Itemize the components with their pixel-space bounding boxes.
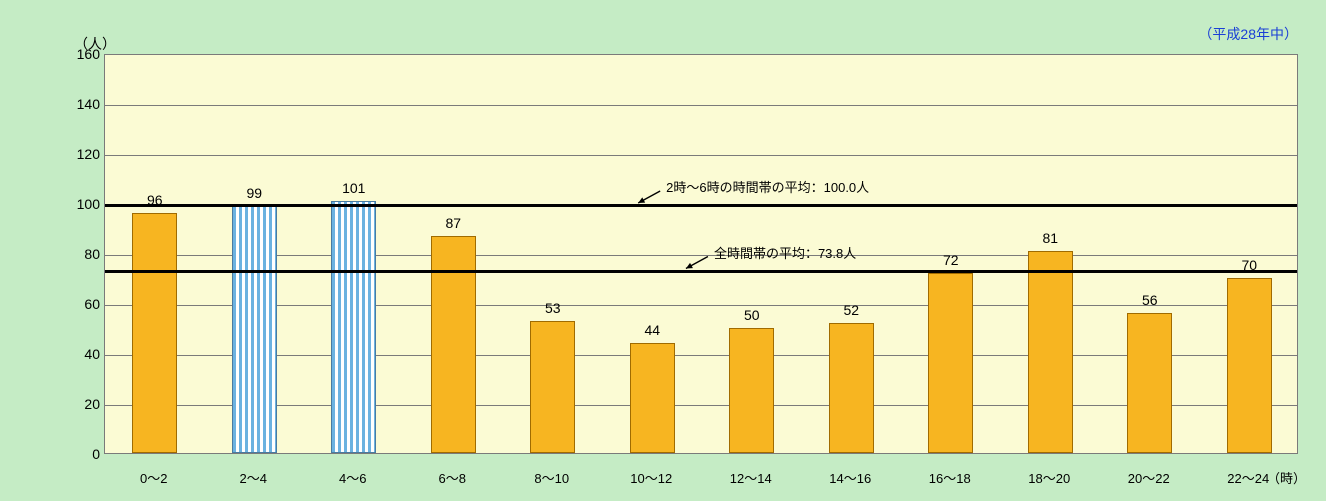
y-tick-label: 160	[60, 46, 100, 62]
bar	[431, 236, 476, 454]
gridline	[105, 405, 1297, 406]
x-tick-label: 0～2	[109, 468, 199, 487]
x-tick-label: 2～4	[208, 468, 298, 487]
bar-value-label: 53	[508, 300, 598, 316]
bar-highlighted	[331, 201, 376, 454]
gridline	[105, 155, 1297, 156]
x-tick-label: 10～12	[606, 468, 696, 487]
reference-line-label: 全時間帯の平均：73.8人	[714, 243, 856, 262]
bar-value-label: 87	[408, 215, 498, 231]
x-tick-label: 12～14	[706, 468, 796, 487]
bar-value-label: 56	[1105, 292, 1195, 308]
y-tick-label: 0	[60, 446, 100, 462]
x-tick-label: 6～8	[407, 468, 497, 487]
reference-line-label: 2時～6時の時間帯の平均：100.0人	[666, 177, 869, 196]
bar-value-label: 44	[607, 322, 697, 338]
x-tick-label: 22～24	[1203, 468, 1293, 487]
y-tick-label: 40	[60, 346, 100, 362]
bar-value-label: 50	[707, 307, 797, 323]
y-tick-label: 100	[60, 196, 100, 212]
gridline	[105, 355, 1297, 356]
bar	[132, 213, 177, 453]
bar-value-label: 52	[806, 302, 896, 318]
x-tick-label: 20～22	[1104, 468, 1194, 487]
y-tick-label: 120	[60, 146, 100, 162]
x-tick-label: 16～18	[905, 468, 995, 487]
reference-line	[105, 270, 1297, 273]
bar	[630, 343, 675, 453]
bar-highlighted	[232, 206, 277, 454]
y-tick-label: 140	[60, 96, 100, 112]
y-tick-label: 60	[60, 296, 100, 312]
bar	[1028, 251, 1073, 454]
bar	[1127, 313, 1172, 453]
bar-value-label: 72	[906, 252, 996, 268]
bar	[928, 273, 973, 453]
reference-line	[105, 204, 1297, 207]
x-tick-label: 14～16	[805, 468, 895, 487]
y-tick-label: 80	[60, 246, 100, 262]
bar-value-label: 101	[309, 180, 399, 196]
y-tick-label: 20	[60, 396, 100, 412]
bar	[530, 321, 575, 454]
plot-area: 96991018753445052728156702時～6時の時間帯の平均：10…	[104, 54, 1298, 454]
chart-container: （平成28年中） （人） 96991018753445052728156702時…	[0, 0, 1326, 501]
bar	[729, 328, 774, 453]
x-tick-label: 8～10	[507, 468, 597, 487]
x-tick-label: 18～20	[1004, 468, 1094, 487]
bar	[1227, 278, 1272, 453]
bar	[829, 323, 874, 453]
bar-value-label: 81	[1005, 230, 1095, 246]
gridline	[105, 255, 1297, 256]
x-tick-label: 4～6	[308, 468, 398, 487]
bar-value-label: 99	[209, 185, 299, 201]
gridline	[105, 105, 1297, 106]
period-label: （平成28年中）	[1198, 24, 1298, 44]
